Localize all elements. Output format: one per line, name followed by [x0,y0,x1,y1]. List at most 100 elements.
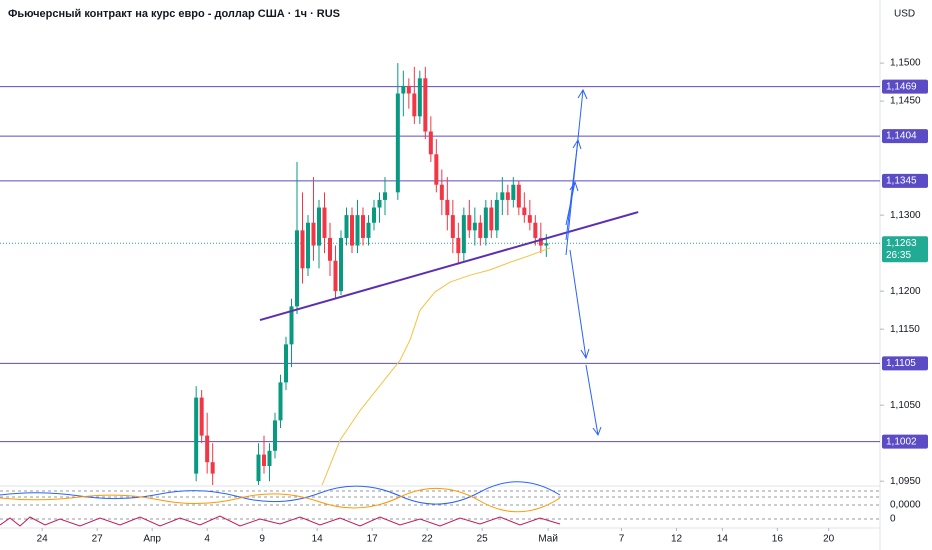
candle-body [322,207,327,238]
x-tick-label: 20 [823,534,835,545]
arrows [565,88,602,437]
y-tick-label: 1,1050 [890,400,921,411]
candle-body [278,382,283,421]
candle-body [333,260,338,292]
candle-body [306,222,310,269]
candle-body [445,199,450,216]
x-tick-label: Май [538,534,558,545]
x-tick-label: 27 [92,534,104,545]
candle-body [262,454,266,466]
candle-body [300,230,305,269]
indicator-label: 0 [890,514,896,525]
candle-body [516,184,521,208]
candle-body [489,207,494,231]
candle-body [377,199,382,208]
candle-body [295,230,299,307]
price-pane [0,63,880,485]
candle-body [500,192,505,200]
y-tick-label: 1,1300 [890,210,921,221]
candle-body [366,222,371,238]
moving-average [321,247,551,485]
candle-body [395,93,400,193]
candle-body [205,435,210,463]
candle-body [544,243,549,246]
candle-body [328,237,332,261]
candle-body [483,207,488,238]
y-tick-label: 1,1150 [890,324,920,335]
candle-body [317,207,321,246]
x-tick-label: 14 [312,534,324,545]
trendline [259,211,639,322]
y-tick-label: 1,0950 [890,476,921,487]
candle-body [461,215,466,254]
candle-body [267,450,272,466]
candle-body [289,306,294,345]
candle-body [284,344,288,383]
candle-body [401,85,406,94]
candle-body [456,237,461,254]
x-tick-label: Апр [143,534,161,545]
indicator-label: 0,0000 [890,500,921,511]
level-label-box [882,173,928,188]
currency: USD [894,9,915,20]
x-tick-label: 22 [422,534,434,545]
candle-body [434,154,439,185]
candle-body [406,85,411,94]
x-tick-label: 14 [717,534,729,545]
candle-body [428,131,433,155]
level-label: 1,1404 [886,131,917,142]
candle-body [522,207,527,216]
x-tick-label: 12 [671,534,683,545]
candle-body [472,222,477,231]
candle-body [533,222,538,238]
x-tick-label: 4 [204,534,210,545]
candle-body [339,237,343,292]
candle-body [412,93,417,117]
level-label: 1,1105 [886,358,916,369]
candle-body [361,215,365,238]
candle-body [505,192,510,200]
level-label: 1,1345 [886,176,917,187]
level-label: 1,1469 [886,81,917,92]
candle-body [538,237,543,246]
candle-body [256,454,261,482]
candle-body [478,222,483,238]
level-label: 1,1002 [886,436,917,447]
x-tick-label: 24 [37,534,49,545]
x-tick-label: 16 [772,534,784,545]
candle-body [344,215,349,238]
x-tick-label: 17 [367,534,379,545]
candle-body [417,78,422,117]
indicator-pane [0,481,880,527]
candle-body [273,420,277,451]
candle-body [439,184,444,200]
candle-body [467,215,472,231]
candle-body [194,397,199,474]
level-label-box [882,356,928,371]
candle-body [350,215,354,246]
candle-body [355,215,360,246]
candle-body [210,462,215,474]
level-label-box [882,434,928,449]
candle-body [372,207,376,223]
candle-body [527,215,532,223]
candle-body [494,199,499,231]
chart-title: Фьючерсный контракт на курс евро - долла… [8,8,340,20]
y-tick-label: 1,1200 [890,286,921,297]
candle-body [383,192,387,200]
candle-body [423,78,428,132]
candle-body [311,222,316,246]
level-label-box [882,79,928,94]
x-tick-label: 25 [477,534,489,545]
candle-body [511,184,516,200]
countdown: 26:35 [886,250,911,261]
last-price-label: 1,1263 [886,238,917,249]
y-tick-label: 1,1500 [890,58,921,69]
candle-body [199,397,204,436]
candle-body [450,215,455,238]
x-tick-label: 7 [619,534,625,545]
x-tick-label: 9 [259,534,265,545]
level-label-box [882,129,928,144]
